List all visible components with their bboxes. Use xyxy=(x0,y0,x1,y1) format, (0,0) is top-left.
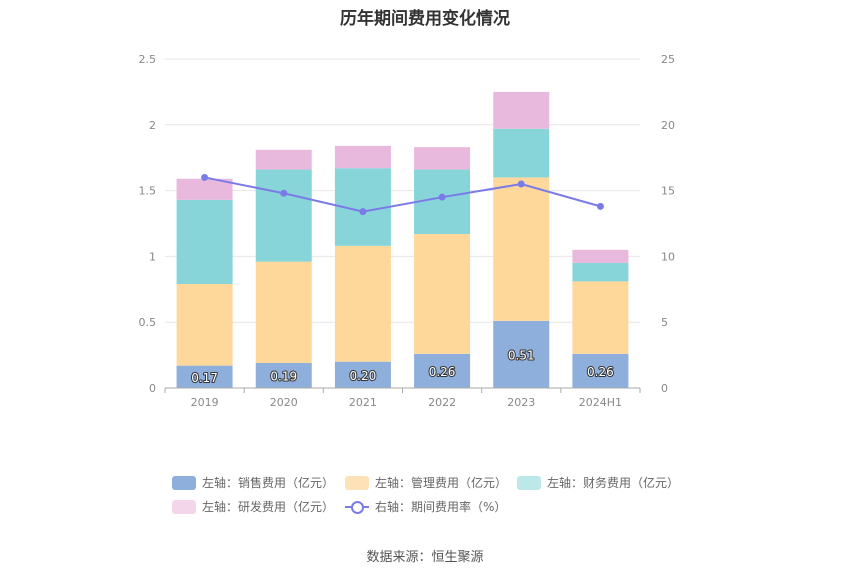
left-axis-tick-label: 1.5 xyxy=(139,185,157,198)
source-note: 数据来源：恒生聚源 xyxy=(366,550,484,565)
bar-sales-2020[interactable] xyxy=(255,362,312,388)
x-axis-tick-label: 2024H1 xyxy=(579,396,622,409)
right-axis-tick-label: 20 xyxy=(661,119,675,132)
expense-rate-line xyxy=(204,176,601,213)
legend-label-expense-rate: 右轴：期间费用率（%） xyxy=(375,500,507,514)
bar-value-label: 0.19 xyxy=(270,369,297,383)
bar-finance-2020[interactable] xyxy=(255,169,312,262)
expense-rate-point-2023[interactable] xyxy=(517,180,525,188)
bar-rnd-2021[interactable] xyxy=(334,145,391,169)
bar-sales-2024H1[interactable] xyxy=(572,353,629,388)
bar-finance-2022[interactable] xyxy=(414,169,471,235)
bar-admin-2024H1[interactable] xyxy=(572,281,629,354)
legend-item-sales[interactable]: 左轴：销售费用（亿元） xyxy=(172,474,334,491)
bar-admin-2021[interactable] xyxy=(334,245,391,362)
bar-sales-2019[interactable] xyxy=(176,365,233,388)
expense-rate-point-2020[interactable] xyxy=(280,189,288,197)
bar-admin-2020[interactable] xyxy=(255,261,312,363)
legend-label-finance: 左轴：财务费用（亿元） xyxy=(547,476,680,490)
bar-sales-2021[interactable] xyxy=(334,361,391,388)
bar-value-label: 0.20 xyxy=(350,369,377,383)
left-axis-tick-label: 0 xyxy=(149,382,156,395)
expense-rate-point-2022[interactable] xyxy=(438,193,446,201)
legend-swatch-finance xyxy=(517,475,541,490)
right-axis-tick-label: 5 xyxy=(661,316,668,329)
legend-label-sales: 左轴：销售费用（亿元） xyxy=(202,476,335,490)
legend-swatch-admin xyxy=(345,475,369,490)
legend-swatch-rnd xyxy=(172,499,196,514)
legend-line-marker-icon xyxy=(345,500,369,514)
right-axis-tick-label: 10 xyxy=(661,250,675,263)
bar-value-label: 0.51 xyxy=(508,348,535,362)
x-axis-tick-label: 2019 xyxy=(191,396,219,409)
x-axis-tick-label: 2023 xyxy=(507,396,535,409)
bar-rnd-2024H1[interactable] xyxy=(572,249,629,263)
bar-admin-2022[interactable] xyxy=(414,234,471,354)
bar-finance-2023[interactable] xyxy=(493,128,550,178)
bar-finance-2019[interactable] xyxy=(176,199,233,285)
bar-sales-2022[interactable] xyxy=(414,353,471,388)
expense-rate-point-2024H1[interactable] xyxy=(596,202,604,210)
bar-rnd-2020[interactable] xyxy=(255,149,312,170)
bar-rnd-2019[interactable] xyxy=(176,178,233,200)
expense-rate-point-2019[interactable] xyxy=(201,173,209,181)
left-axis-tick-label: 2 xyxy=(149,119,156,132)
legend-label-rnd: 左轴：研发费用（亿元） xyxy=(202,500,335,514)
expense-rate-point-2021[interactable] xyxy=(359,208,367,216)
x-axis-tick-label: 2022 xyxy=(428,396,456,409)
bar-sales-2023[interactable] xyxy=(493,320,550,388)
bar-value-label: 0.17 xyxy=(191,371,218,385)
left-axis-tick-label: 0.5 xyxy=(139,316,157,329)
bar-admin-2023[interactable] xyxy=(493,177,550,321)
left-axis-tick-label: 2.5 xyxy=(139,53,157,66)
bar-rnd-2022[interactable] xyxy=(414,147,471,170)
right-axis-tick-label: 0 xyxy=(661,382,668,395)
bar-value-label: 0.26 xyxy=(429,365,456,379)
right-axis-tick-label: 15 xyxy=(661,185,675,198)
left-axis-tick-label: 1 xyxy=(149,250,156,263)
legend-item-rnd[interactable]: 左轴：研发费用（亿元） xyxy=(172,498,334,515)
right-axis-tick-label: 25 xyxy=(661,53,675,66)
legend-item-finance[interactable]: 左轴：财务费用（亿元） xyxy=(517,474,679,491)
chart-title: 历年期间费用变化情况 xyxy=(340,9,510,29)
legend-item-expense-rate[interactable]: 右轴：期间费用率（%） xyxy=(345,498,506,515)
legend-label-admin: 左轴：管理费用（亿元） xyxy=(375,476,508,490)
bar-admin-2019[interactable] xyxy=(176,284,233,366)
legend-item-admin[interactable]: 左轴：管理费用（亿元） xyxy=(345,474,507,491)
legend-swatch-sales xyxy=(172,475,196,490)
bar-value-label: 0.26 xyxy=(587,365,614,379)
bar-finance-2024H1[interactable] xyxy=(572,262,629,282)
x-axis-tick-label: 2021 xyxy=(349,396,377,409)
x-axis-tick-label: 2020 xyxy=(270,396,298,409)
bar-rnd-2023[interactable] xyxy=(493,91,550,129)
